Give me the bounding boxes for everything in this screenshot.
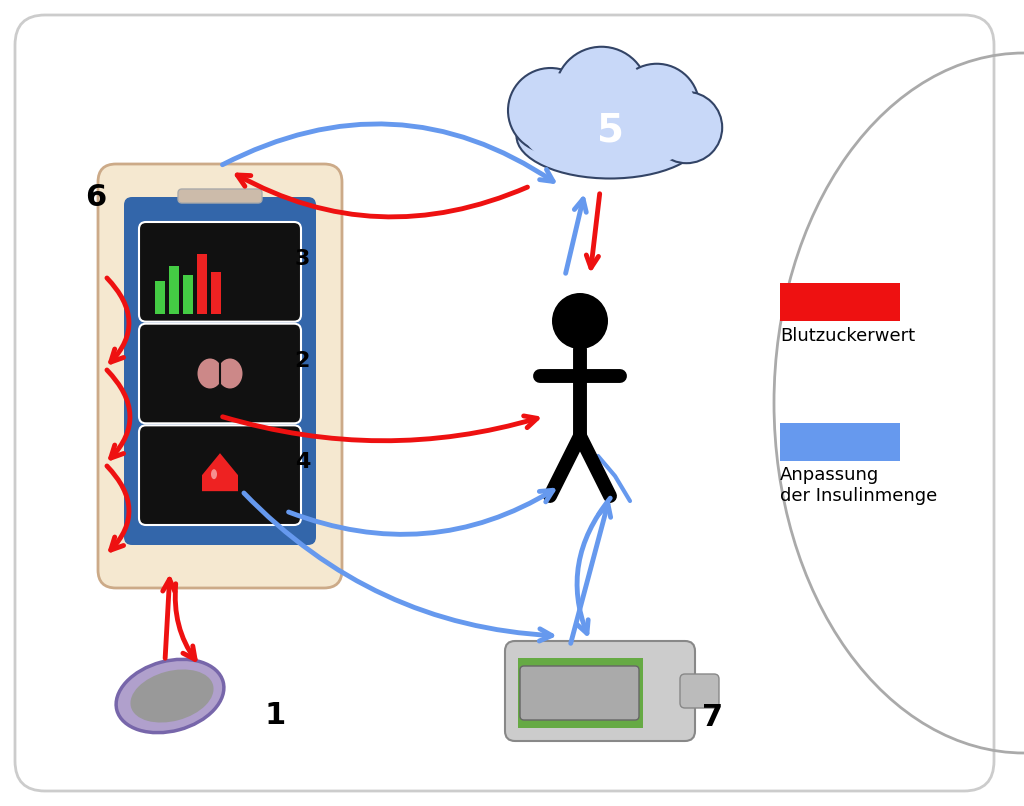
Text: 7: 7: [702, 703, 723, 732]
FancyBboxPatch shape: [520, 666, 639, 720]
Ellipse shape: [516, 93, 703, 178]
Circle shape: [512, 73, 589, 149]
FancyBboxPatch shape: [139, 324, 301, 423]
Ellipse shape: [217, 359, 243, 388]
Ellipse shape: [198, 359, 222, 388]
Circle shape: [552, 293, 608, 349]
Ellipse shape: [130, 670, 214, 722]
Bar: [780, 423, 900, 461]
Text: 3: 3: [295, 249, 310, 269]
Bar: [155, 281, 165, 314]
Text: 6: 6: [85, 183, 106, 212]
Circle shape: [651, 92, 722, 163]
FancyBboxPatch shape: [505, 641, 695, 741]
Text: Blutzuckerwert: Blutzuckerwert: [780, 327, 915, 345]
Polygon shape: [202, 453, 238, 491]
Text: Anpassung
der Insulinmenge: Anpassung der Insulinmenge: [780, 466, 937, 505]
Ellipse shape: [211, 469, 217, 479]
Bar: [169, 266, 179, 314]
Circle shape: [618, 68, 695, 144]
FancyBboxPatch shape: [139, 222, 301, 322]
FancyBboxPatch shape: [680, 674, 719, 708]
Circle shape: [555, 47, 648, 140]
Text: 1: 1: [265, 701, 287, 730]
FancyBboxPatch shape: [15, 15, 994, 791]
FancyBboxPatch shape: [139, 426, 301, 525]
Circle shape: [614, 64, 699, 149]
Text: 2: 2: [295, 351, 310, 371]
Circle shape: [655, 96, 718, 159]
Bar: [780, 283, 900, 321]
Ellipse shape: [525, 102, 695, 170]
Text: 5: 5: [597, 112, 624, 150]
Bar: [183, 275, 193, 314]
Circle shape: [508, 68, 593, 153]
Ellipse shape: [116, 659, 224, 733]
Circle shape: [559, 51, 644, 136]
Bar: [518, 658, 643, 728]
FancyBboxPatch shape: [98, 164, 342, 588]
FancyBboxPatch shape: [178, 189, 262, 203]
Bar: [197, 254, 207, 314]
FancyBboxPatch shape: [124, 197, 316, 545]
Bar: [211, 272, 221, 314]
Text: 4: 4: [295, 452, 310, 472]
